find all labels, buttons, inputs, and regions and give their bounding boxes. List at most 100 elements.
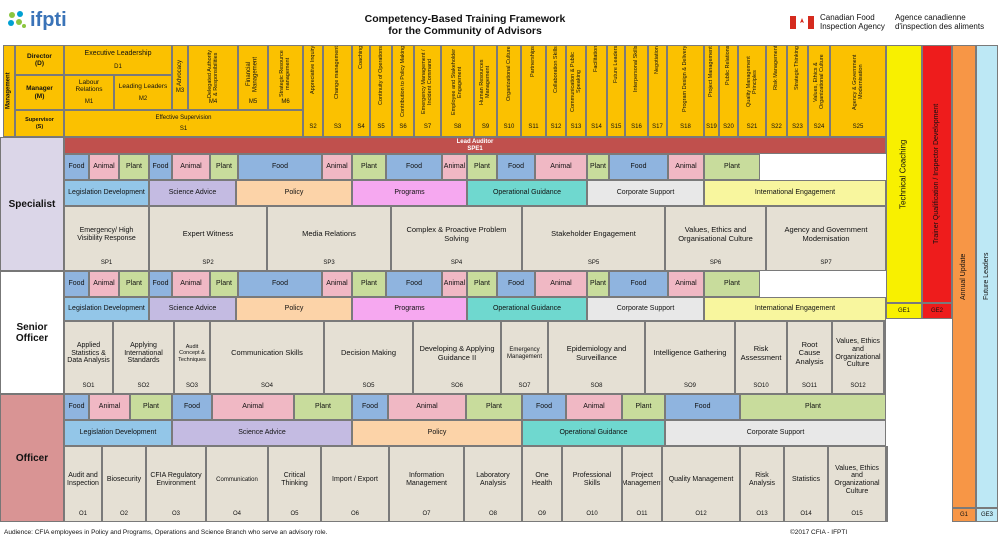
officer-commodity-food: Food [665,394,740,420]
supervisor-col-15: Future Leaders S15 [607,45,625,137]
specialist-commodity-plant: Plant [587,154,609,180]
senior-competency-12: Values, Ethics and Organizational Cultur… [832,321,884,394]
senior-competency-5: Decision Making SO5 [324,321,413,394]
g1-code: G1 [952,508,976,522]
specialist-competency-1: Emergency/ High Visibility Response SP1 [64,206,149,271]
specialist-area-legislation-development: Legislation Development [64,180,149,206]
senior-commodity-plant: Plant [587,271,609,297]
copyright: ©2017 CFIA - IFPTI [790,529,848,536]
specialist-commodity-plant: Plant [467,154,497,180]
supervisor-col-17: Negotiation S17 [648,45,667,137]
senior-area-science-advice: Science Advice [149,297,236,321]
officer-area-legislation-development: Legislation Development [64,420,172,446]
supervisor-col-11: Partnerships S11 [521,45,546,137]
effective-supervision: Effective Supervision S1 [64,110,303,137]
senior-commodity-food: Food [64,271,89,297]
supervisor-col-6: Contribution to Policy Making S6 [392,45,414,137]
supervisor-col-16: Interpersonal Skills S16 [625,45,648,137]
agency-en-1: Canadian Food [820,13,875,22]
senior-competency-8: Epidemiology and Surveillance SO8 [548,321,645,394]
senior-competency-4: Communication Skills SO4 [210,321,324,394]
senior-commodity-plant: Plant [210,271,238,297]
specialist-commodity-animal: Animal [668,154,704,180]
officer-commodity-animal: Animal [566,394,622,420]
specialist-competency-7: Agency and Government Modernisation SP7 [766,206,886,271]
specialist-area-operational-guidance: Operational Guidance [467,180,587,206]
specialist-commodity-plant: Plant [119,154,149,180]
annual-update: Annual Update [952,45,976,508]
supervisor-col-4: Coaching S4 [352,45,370,137]
supervisor-col-14: Facilitation S14 [586,45,607,137]
officer-commodity-food: Food [172,394,212,420]
supervisor-col-3: Change management S3 [323,45,352,137]
agency-fr-1: Agence canadienne [894,13,966,22]
senior-competency-6: Developing & Applying Guidance II SO6 [413,321,501,394]
senior-commodity-animal: Animal [89,271,119,297]
officer-label: Officer [0,394,64,522]
exec-leadership: Executive Leadership D1 [64,45,172,75]
officer-competency-9: One Health O9 [522,446,562,522]
specialist-commodity-food: Food [609,154,668,180]
senior-competency-11: Root Cause Analysis SO11 [787,321,832,394]
supervisor-label: Supervisor (S) [15,110,64,137]
specialist-competency-6: Values, Ethics and Organisational Cultur… [665,206,766,271]
specialist-commodity-animal: Animal [172,154,210,180]
officer-competency-11: Project Management O11 [622,446,662,522]
agency-en-2: Inspection Agency [820,22,885,31]
supervisor-col-21: Quality Management Principles S21 [738,45,766,137]
specialist-area-international-engagement: International Engagement [704,180,886,206]
specialist-commodity-food: Food [386,154,442,180]
audience-note: Audience: CFIA employees in Policy and P… [4,529,328,536]
senior-commodity-food: Food [609,271,668,297]
officer-competency-1: Audit and Inspection O1 [64,446,102,522]
specialist-commodity-animal: Animal [442,154,467,180]
trainer-qualification: Trainer Qualification / Inspector Develo… [922,45,952,303]
delegated-authority: Delegated Authority & Responsibilities M4 [188,45,238,110]
specialist-commodity-food: Food [64,154,89,180]
officer-competency-14: Statistics O14 [784,446,828,522]
officer-commodity-animal: Animal [212,394,294,420]
senior-commodity-food: Food [497,271,535,297]
senior-competency-13: Agency and Government ModernisationSO13 [884,321,886,394]
supervisor-col-10: Organizational Culture S10 [497,45,521,137]
officer-competency-4: Communication O4 [206,446,268,522]
senior-competency-1: Applied Statistics & Data Analysis SO1 [64,321,113,394]
title-line-2: for the Community of Advisors [388,25,542,37]
specialist-area-corporate-support: Corporate Support [587,180,704,206]
officer-commodity-animal: Animal [388,394,466,420]
officer-competency-15: Values, Ethics and Organizational Cultur… [828,446,886,522]
supervisor-col-7: Emergency Management / Incident Command S… [414,45,441,137]
specialist-area-science-advice: Science Advice [149,180,236,206]
supervisor-col-22: Risk Management S22 [766,45,787,137]
management-label: Management [3,45,15,137]
specialist-commodity-animal: Animal [322,154,352,180]
senior-commodity-animal: Animal [442,271,467,297]
supervisor-col-5: Continuity of Operations S5 [370,45,392,137]
officer-competency-12: Quality Management O12 [662,446,740,522]
leading-leaders: Leading Leaders M2 [114,75,172,110]
canada-flag-icon [790,15,814,29]
senior-commodity-plant: Plant [119,271,149,297]
senior-commodity-animal: Animal [668,271,704,297]
specialist-commodity-plant: Plant [210,154,238,180]
officer-competency-6: Import / Export O6 [321,446,389,522]
specialist-area-policy: Policy [236,180,352,206]
advocacy: Advocacy M3 [172,45,188,110]
senior-area-corporate-support: Corporate Support [587,297,704,321]
officer-commodity-animal: Animal [89,394,130,420]
senior-commodity-food: Food [386,271,442,297]
technical-coaching: Technical Coaching [886,45,922,303]
ifpti-logo: ifpti [6,8,67,32]
specialist-label: Specialist [0,137,64,271]
future-leaders: Future Leaders [976,45,998,508]
senior-commodity-plant: Plant [467,271,497,297]
senior-area-policy: Policy [236,297,352,321]
officer-commodity-plant: Plant [294,394,352,420]
specialist-commodity-food: Food [238,154,322,180]
officer-competency-8: Laboratory Analysis O8 [464,446,522,522]
specialist-commodity-plant: Plant [352,154,386,180]
officer-competency-16: Agency and Government ModernisationO16 [886,446,888,522]
page-title: Competency-Based Training Framework for … [300,13,630,37]
senior-officer-label: Senior Officer [0,271,64,394]
supervisor-col-9: Human Resources Management S9 [474,45,497,137]
